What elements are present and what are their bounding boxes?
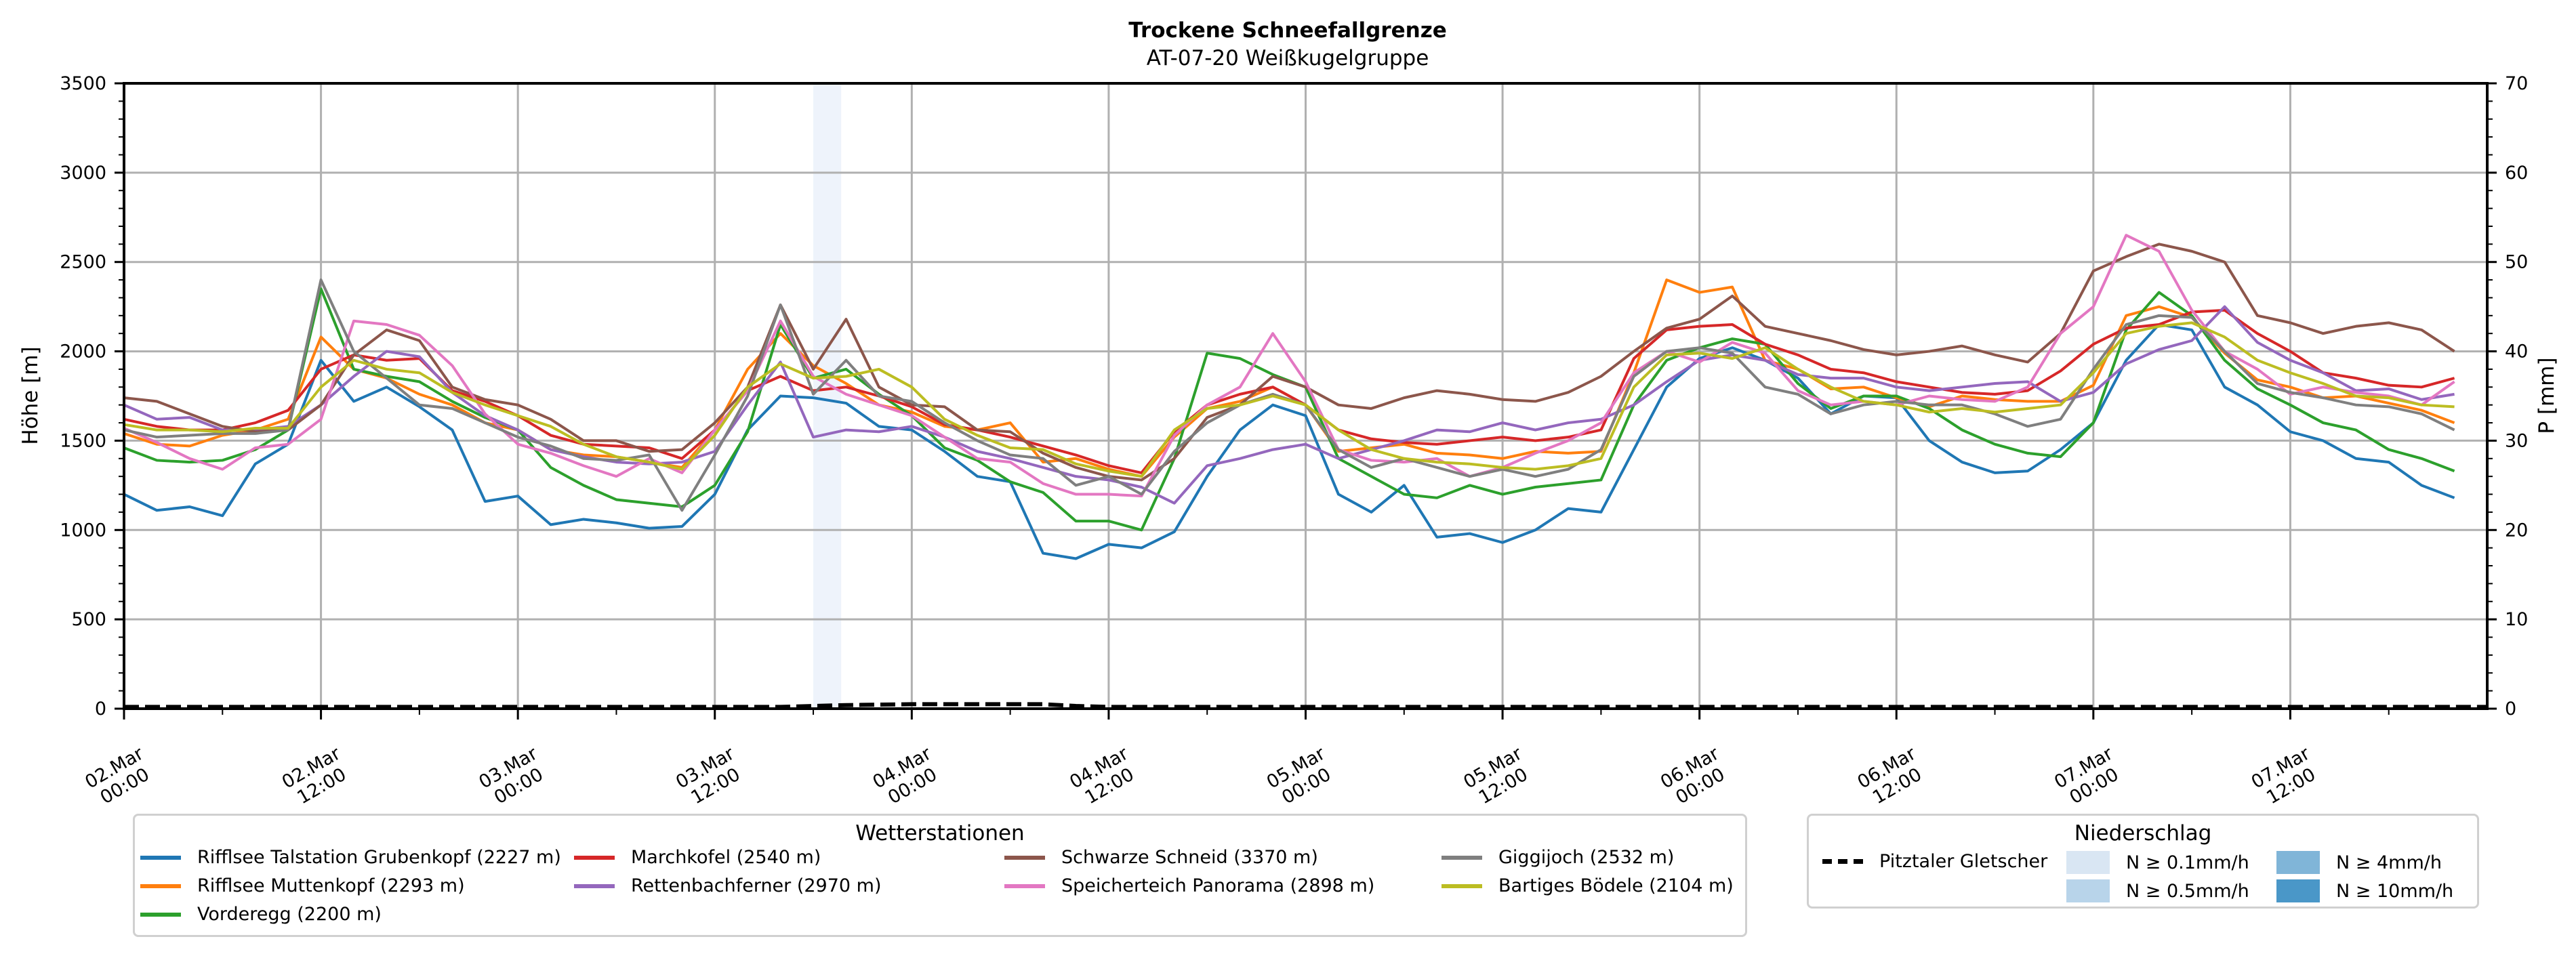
line-swatch [140, 912, 181, 917]
precip-intensity-bands [813, 83, 842, 709]
legend-item-station: Rifflsee Muttenkopf (2293 m) [140, 875, 465, 896]
legend-item-station: Vorderegg (2200 m) [140, 904, 382, 925]
legend-label: Speicherteich Panorama (2898 m) [1061, 875, 1375, 896]
y-tick-label: 1500 [60, 430, 106, 451]
legend-label: Marchkofel (2540 m) [631, 847, 821, 868]
legend-item-station: Schwarze Schneid (3370 m) [1004, 847, 1318, 868]
y2-tick-label: 50 [2505, 252, 2528, 273]
line-swatch [574, 855, 615, 860]
x-tick-label: 02.Mar12:00 [279, 743, 355, 811]
axes: 0 500 1000 1500 2000 2500 3000 3500 0 10 20 30 40 50 6… [60, 73, 2528, 811]
legend-label: Schwarze Schneid (3370 m) [1061, 847, 1318, 868]
legend-item-station: Giggijoch (2532 m) [1442, 847, 1674, 868]
legend-item-precip-class: N ≥ 10mm/h [2276, 879, 2453, 902]
y2-tick-label: 40 [2505, 341, 2528, 362]
legend-item-precip-class: N ≥ 4mm/h [2276, 851, 2442, 874]
precip-line-group [124, 702, 2487, 709]
x-tick-label: 06.Mar12:00 [1854, 743, 1931, 811]
legend-item-station: Marchkofel (2540 m) [574, 847, 821, 868]
line-swatch [140, 855, 181, 860]
y-tick-label: 500 [71, 609, 106, 630]
x-tick-label: 04.Mar00:00 [870, 743, 946, 811]
series-line-5 [123, 243, 2455, 482]
color-swatch [2276, 879, 2320, 902]
legend-label: Rettenbachferner (2970 m) [631, 875, 882, 896]
y2-tick-label: 20 [2505, 520, 2528, 541]
legend-item-precip-class: N ≥ 0.5mm/h [2066, 879, 2249, 902]
y-axis-label: Höhe [m] [18, 346, 43, 444]
legend-item-station: Rettenbachferner (2970 m) [574, 875, 882, 896]
line-swatch [1004, 855, 1045, 860]
legend-label: N ≥ 0.1mm/h [2126, 852, 2249, 873]
series-line-0 [123, 323, 2455, 560]
legend-label: N ≥ 0.5mm/h [2126, 880, 2249, 902]
chart-title: Trockene Schneefallgrenze [1128, 18, 1447, 43]
x-tick-label: 07.Mar00:00 [2051, 743, 2127, 811]
y2-tick-label: 0 [2505, 699, 2516, 720]
x-tick-label: 07.Mar12:00 [2248, 743, 2325, 811]
x-tick-label: 05.Mar00:00 [1263, 743, 1340, 811]
legend-item-precip-class: N ≥ 0.1mm/h [2066, 851, 2249, 874]
series-line-8 [123, 321, 2455, 478]
y2-axis-label: P [mm] [2535, 357, 2559, 434]
chart-subtitle: AT-07-20 Weißkugelgruppe [1147, 46, 1429, 70]
y2-tick-label: 60 [2505, 163, 2528, 184]
series-lines [123, 234, 2455, 560]
line-swatch [1004, 883, 1045, 888]
x-tick-label: 03.Mar12:00 [672, 743, 749, 811]
y2-tick-label: 30 [2505, 430, 2528, 451]
stations-legend-title: Wetterstationen [855, 821, 1025, 846]
x-tick-label: 02.Mar00:00 [81, 743, 158, 811]
legend-label: Rifflsee Muttenkopf (2293 m) [197, 875, 465, 896]
y2-tick-label: 10 [2505, 609, 2528, 630]
x-tick-label: 03.Mar00:00 [476, 743, 552, 811]
precip-band [813, 83, 842, 709]
y-tick-label: 3000 [60, 163, 106, 184]
legend-label: N ≥ 10mm/h [2336, 880, 2454, 902]
y-tick-label: 1000 [60, 520, 106, 541]
x-tick-label: 06.Mar00:00 [1657, 743, 1734, 811]
x-tick-label: 05.Mar12:00 [1460, 743, 1536, 811]
legend-label: Rifflsee Talstation Grubenkopf (2227 m) [197, 847, 561, 868]
line-swatch [1442, 855, 1482, 860]
line-swatch [140, 883, 181, 888]
precip-legend-title: Niederschlag [2074, 821, 2212, 846]
legend-item-station: Rifflsee Talstation Grubenkopf (2227 m) [140, 847, 561, 868]
precip-line [124, 702, 2487, 709]
y2-tick-label: 70 [2505, 73, 2528, 94]
legend-label: Vorderegg (2200 m) [197, 904, 382, 925]
dashed-line-swatch [1822, 859, 1863, 864]
legend-label: Pitztaler Gletscher [1879, 851, 2048, 872]
legend-label: Giggijoch (2532 m) [1498, 847, 1675, 868]
y-tick-label: 0 [95, 699, 106, 720]
legend-item-precip-station: Pitztaler Gletscher [1822, 851, 2047, 872]
y-tick-label: 2500 [60, 252, 106, 273]
stations-legend: Wetterstationen Rifflsee Talstation Grub… [133, 814, 1747, 937]
line-swatch [574, 883, 615, 888]
gridlines [124, 83, 2487, 709]
color-swatch [2066, 851, 2110, 874]
y-tick-label: 3500 [60, 73, 106, 94]
color-swatch [2066, 879, 2110, 902]
y-tick-label: 2000 [60, 341, 106, 362]
legend-label: Bartiges Bödele (2104 m) [1498, 875, 1734, 896]
line-swatch [1442, 883, 1482, 888]
legend-item-station: Bartiges Bödele (2104 m) [1442, 875, 1734, 896]
precip-legend: Niederschlag Pitztaler Gletscher N ≥ 0.1… [1807, 814, 2479, 909]
color-swatch [2276, 851, 2320, 874]
x-tick-label: 04.Mar12:00 [1066, 743, 1143, 811]
legend-label: N ≥ 4mm/h [2336, 852, 2442, 873]
series-line-6 [123, 234, 2455, 498]
legend-item-station: Speicherteich Panorama (2898 m) [1004, 875, 1374, 896]
